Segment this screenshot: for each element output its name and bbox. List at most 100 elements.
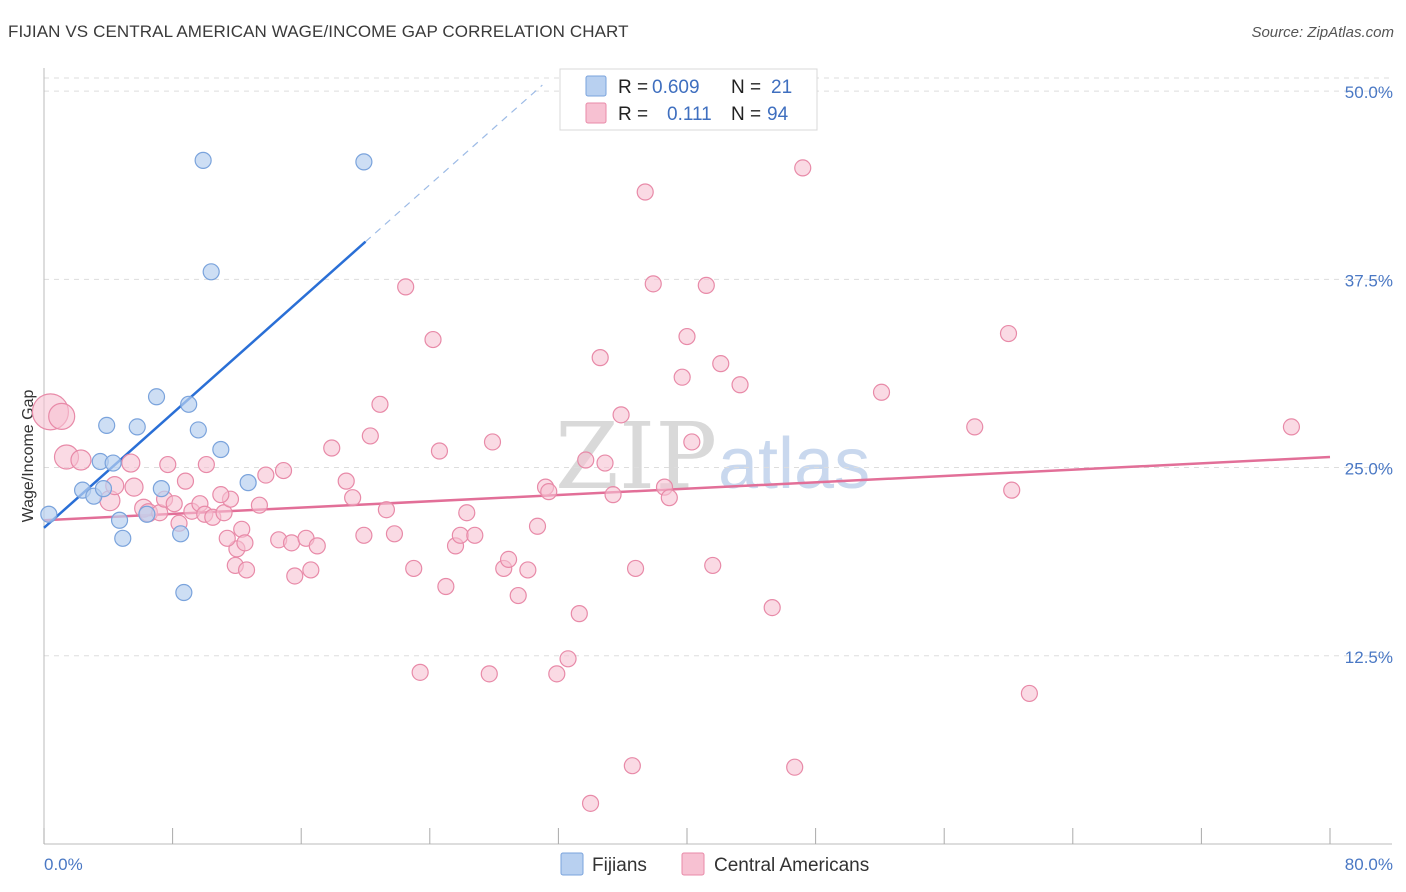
fijian-trend-extension [365, 84, 543, 243]
central-american-point [451, 526, 469, 544]
central-american-point [159, 455, 177, 474]
fijian-point [128, 418, 146, 436]
y-tick-label: 37.5% [1345, 271, 1393, 290]
central-american-point [411, 663, 429, 681]
fijian-point [94, 480, 113, 498]
central-american-point [697, 276, 715, 294]
central-american-point [250, 496, 269, 514]
fijian-trend-line [43, 240, 367, 529]
central-american-point [483, 433, 502, 451]
fijian-point [194, 151, 212, 169]
central-american-point [704, 556, 722, 575]
central-american-point [540, 483, 558, 501]
fijian-point [175, 583, 193, 602]
fijian-point [152, 480, 170, 498]
central-american-point [794, 159, 812, 177]
chart-source: Source: ZipAtlas.com [1251, 24, 1394, 41]
x-tick-label-min: 0.0% [44, 855, 83, 874]
bottom-legend-fijian-swatch [560, 852, 584, 876]
central-american-point [548, 665, 566, 683]
central-american-point [286, 567, 304, 585]
central-american-point [344, 489, 362, 507]
central-american-points [31, 159, 1301, 812]
central-american-point [678, 327, 696, 346]
central-american-point [604, 486, 622, 504]
fijian-point [189, 421, 207, 439]
fijian-point [202, 263, 220, 281]
fijian-point [172, 525, 190, 543]
central-american-point [509, 586, 527, 605]
central-american-point [466, 526, 484, 544]
bottom-legend-fijian-label: Fijians [592, 855, 647, 876]
central-american-point [712, 355, 730, 373]
central-american-point [236, 534, 254, 552]
central-american-point [683, 433, 701, 451]
legend-fijian-n-value: 21 [771, 77, 792, 98]
central-american-point [786, 758, 804, 776]
central-american-point [218, 529, 236, 547]
series-legend: Fijians Central Americans [560, 852, 869, 876]
central-american-point [623, 757, 641, 775]
central-american-point [673, 368, 691, 386]
fijian-point [40, 505, 58, 523]
central-american-point [577, 451, 595, 469]
central-american-point [355, 526, 373, 544]
central-american-point [596, 454, 614, 472]
fijian-point [212, 440, 230, 459]
central-american-point [361, 427, 379, 445]
fijian-point [98, 416, 116, 434]
central-american-point [302, 561, 320, 579]
central-american-point [731, 376, 749, 394]
central-american-point [70, 449, 92, 471]
central-american-point [424, 330, 442, 349]
central-american-point [1282, 418, 1301, 436]
central-american-point [176, 472, 195, 490]
fijian-point [147, 388, 166, 406]
central-american-point [397, 278, 415, 296]
central-american-point [528, 517, 547, 535]
central-american-point [377, 501, 395, 519]
central-american-point [458, 504, 476, 522]
fijian-point [180, 395, 198, 413]
central-american-point [1003, 481, 1021, 499]
central-american-point [371, 395, 389, 413]
legend-central-r-value: 0.111 [667, 104, 712, 125]
fijian-point [104, 454, 122, 472]
fijian-point [138, 505, 156, 523]
central-american-point [124, 477, 144, 497]
y-tick-label: 25.0% [1345, 460, 1393, 479]
fijian-point [110, 511, 129, 529]
central-american-point [644, 275, 662, 293]
central-american-point [1020, 684, 1038, 703]
central-american-point [559, 650, 577, 668]
central-american-point [872, 383, 891, 401]
central-american-point [257, 466, 275, 484]
central-american-point [591, 349, 609, 367]
fijian-point [239, 474, 257, 492]
central-american-point [165, 495, 183, 513]
watermark-atlas: atlas [718, 424, 870, 504]
central-american-point [499, 550, 518, 569]
y-tick-label: 12.5% [1345, 648, 1393, 667]
central-american-point [519, 561, 537, 579]
central-american-point [480, 665, 498, 683]
central-american-point [337, 472, 355, 490]
fijian-point [355, 153, 373, 171]
central-american-point [437, 577, 455, 596]
legend-fijian-swatch [585, 75, 607, 97]
central-american-point [237, 561, 256, 579]
central-american-point [966, 418, 984, 436]
legend-fijian-r-value: 0.609 [652, 77, 700, 98]
tick-labels: 12.5% 25.0% 37.5% 50.0% 0.0% 80.0% [44, 83, 1393, 874]
central-american-point [999, 324, 1018, 343]
central-american-point [121, 453, 141, 473]
central-american-point [636, 183, 654, 201]
fijian-points [40, 151, 373, 602]
central-american-point [612, 406, 630, 424]
y-axis-label: Wage/Income Gap [20, 390, 37, 523]
axes [43, 68, 1392, 845]
y-tick-label: 50.0% [1345, 83, 1393, 102]
central-american-point [626, 559, 645, 578]
central-american-point [660, 489, 678, 507]
